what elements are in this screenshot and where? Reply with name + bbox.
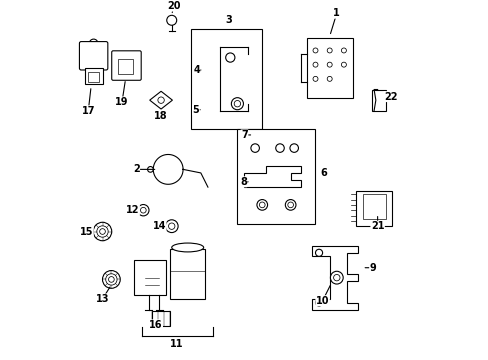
Bar [363, 194, 386, 219]
Bar [371, 90, 386, 111]
Text: 12: 12 [126, 205, 139, 215]
Text: 16: 16 [149, 320, 162, 330]
Bar [356, 191, 391, 226]
Circle shape [108, 276, 114, 282]
Circle shape [89, 39, 98, 48]
Text: 20: 20 [166, 1, 180, 11]
Text: 14: 14 [152, 221, 166, 231]
Text: 5: 5 [192, 105, 199, 115]
Circle shape [105, 274, 117, 285]
Text: 15: 15 [80, 226, 93, 237]
Circle shape [259, 202, 264, 208]
Circle shape [147, 167, 153, 172]
Circle shape [341, 48, 346, 53]
Bar [170, 249, 205, 299]
Circle shape [330, 271, 343, 284]
Polygon shape [149, 91, 172, 109]
Circle shape [234, 100, 240, 107]
Circle shape [225, 53, 234, 62]
Circle shape [312, 48, 317, 53]
FancyBboxPatch shape [79, 42, 108, 70]
Circle shape [341, 62, 346, 67]
Circle shape [333, 274, 339, 281]
Polygon shape [311, 246, 357, 310]
Ellipse shape [171, 243, 203, 252]
Circle shape [275, 144, 284, 152]
Circle shape [326, 76, 331, 81]
Circle shape [250, 144, 259, 152]
Circle shape [287, 202, 293, 208]
Circle shape [326, 48, 331, 53]
Text: 19: 19 [115, 97, 128, 107]
Polygon shape [244, 166, 301, 187]
Bar [152, 311, 170, 325]
Text: 11: 11 [170, 339, 183, 350]
Circle shape [140, 207, 146, 213]
Bar [88, 72, 99, 82]
Circle shape [315, 249, 322, 256]
Text: 13: 13 [96, 294, 109, 304]
Circle shape [97, 226, 108, 237]
Bar [134, 260, 166, 296]
Circle shape [326, 62, 331, 67]
Text: 6: 6 [320, 168, 327, 178]
FancyBboxPatch shape [111, 51, 141, 80]
Text: 7: 7 [241, 130, 247, 140]
Circle shape [285, 199, 295, 210]
Text: 18: 18 [154, 111, 167, 121]
Bar [237, 129, 315, 224]
Text: 3: 3 [224, 15, 231, 25]
Bar [118, 59, 132, 73]
Text: 17: 17 [81, 106, 95, 116]
Text: 2: 2 [133, 165, 139, 174]
Text: 21: 21 [370, 221, 384, 231]
Text: 9: 9 [369, 263, 376, 273]
Circle shape [158, 97, 164, 103]
Text: 22: 22 [383, 91, 397, 102]
Text: 10: 10 [315, 296, 329, 306]
Bar [191, 29, 262, 129]
Circle shape [231, 98, 243, 110]
Bar [84, 68, 102, 84]
Circle shape [137, 204, 149, 216]
Text: 8: 8 [240, 177, 246, 187]
Circle shape [102, 271, 120, 288]
Circle shape [312, 76, 317, 81]
Circle shape [100, 229, 105, 234]
Bar [306, 38, 352, 98]
Circle shape [256, 199, 267, 210]
Text: 1: 1 [333, 8, 340, 18]
Circle shape [289, 144, 298, 152]
Text: 4: 4 [193, 65, 200, 75]
Circle shape [312, 62, 317, 67]
Circle shape [165, 220, 178, 233]
Circle shape [168, 223, 175, 229]
Circle shape [166, 15, 176, 25]
Circle shape [93, 222, 111, 241]
Circle shape [315, 299, 322, 306]
